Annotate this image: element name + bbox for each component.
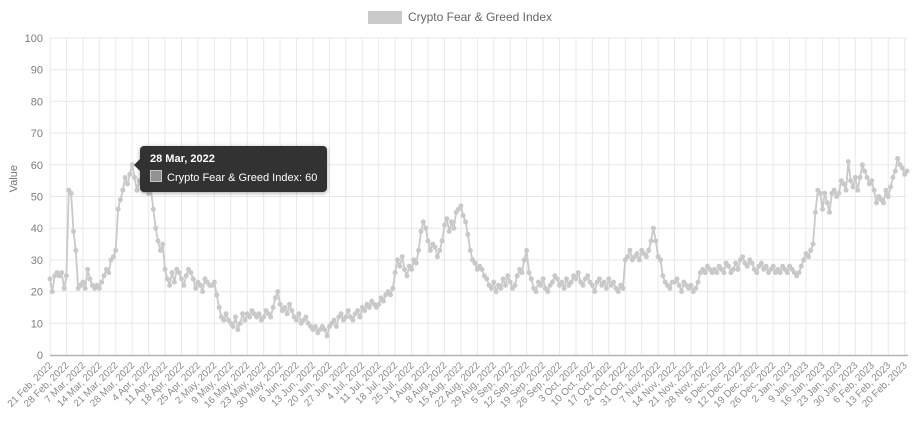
legend-item[interactable]: Crypto Fear & Greed Index (0, 10, 920, 24)
legend-swatch (367, 10, 402, 24)
y-tick-label: 60 (31, 160, 43, 172)
y-tick-label: 100 (25, 33, 43, 45)
y-axis-title: Value (8, 165, 20, 193)
y-tick-label: 0 (37, 350, 43, 362)
series-line (49, 157, 908, 337)
y-tick-label: 40 (31, 223, 43, 235)
y-tick-label: 90 (31, 65, 43, 77)
y-tick-label: 80 (31, 96, 43, 108)
y-tick-label: 20 (31, 287, 43, 299)
legend-label: Crypto Fear & Greed Index (407, 10, 553, 24)
y-tick-label: 10 (31, 318, 43, 330)
y-tick-label: 30 (31, 255, 43, 267)
y-tick-label: 70 (31, 128, 43, 140)
y-tick-label: 50 (31, 192, 43, 204)
